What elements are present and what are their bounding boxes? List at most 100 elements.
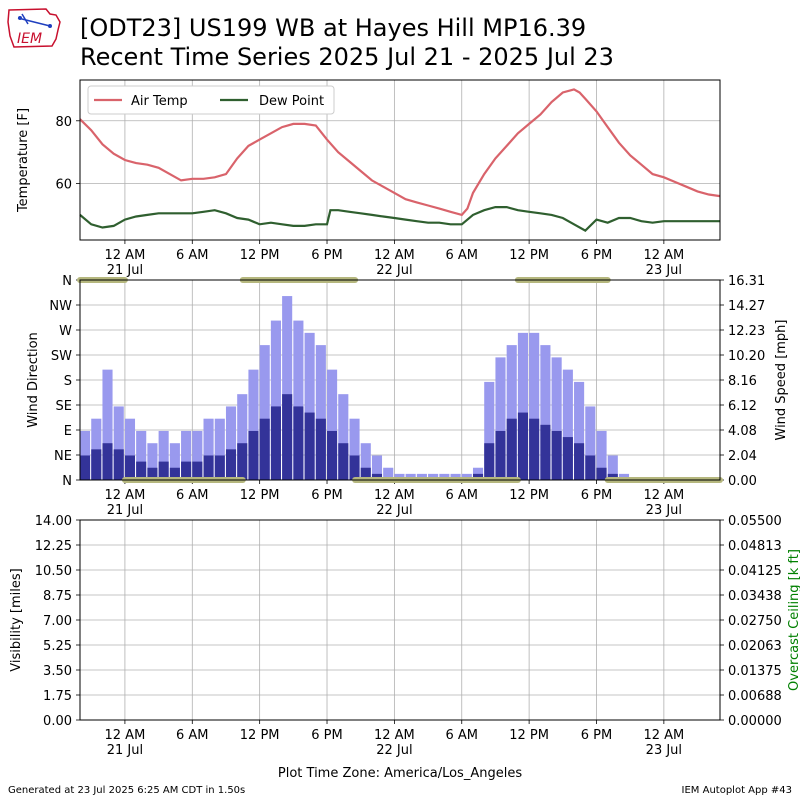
x-tick-label: 6 PM	[581, 728, 612, 743]
y-tick-label-right: 0.04125	[728, 564, 782, 579]
speed-bar	[259, 418, 270, 480]
y-tick-label: SE	[56, 399, 72, 414]
speed-bar	[495, 430, 506, 480]
gust-bar	[371, 455, 383, 480]
y-tick-label: 3.50	[43, 664, 72, 679]
gust-bar	[394, 473, 405, 480]
y-tick-label-right: 0.00	[728, 474, 757, 489]
speed-bar	[169, 467, 180, 480]
speed-bar	[147, 467, 158, 480]
x-date-label: 22 Jul	[376, 263, 412, 278]
x-tick-label: 6 AM	[176, 248, 209, 263]
series-dew-point	[79, 206, 720, 232]
x-date-label: 23 Jul	[646, 503, 682, 518]
x-tick-label: 6 PM	[311, 248, 342, 263]
x-tick-label: 12 AM	[105, 488, 146, 503]
speed-bar	[237, 443, 248, 480]
speed-bar	[124, 455, 136, 480]
x-tick-label: 12 PM	[240, 728, 280, 743]
y-tick-label: 1.75	[43, 689, 72, 704]
y-axis-label: Wind Speed [mph]	[774, 320, 789, 441]
gust-bar	[237, 394, 248, 480]
axes-frame	[79, 79, 721, 241]
speed-bar	[293, 406, 304, 480]
gust-bar	[304, 332, 315, 480]
y-tick-label-right: 12.23	[728, 324, 765, 339]
legend-label: Dew Point	[259, 94, 324, 109]
gust-bar	[147, 443, 158, 480]
x-tick-label: 6 AM	[445, 488, 478, 503]
y-tick-label: S	[64, 374, 72, 389]
x-tick-label: 6 PM	[311, 728, 342, 743]
speed-bar	[80, 455, 91, 480]
gust-bar	[282, 296, 293, 480]
gust-bar	[181, 430, 192, 480]
y-tick-label-right: 0.04813	[728, 539, 782, 554]
y-tick-label: 12.25	[35, 539, 72, 554]
gust-bar	[405, 473, 416, 480]
x-tick-label: 12 AM	[105, 728, 146, 743]
y-tick-label: 7.00	[43, 614, 72, 629]
gust-bar	[248, 369, 259, 480]
speed-bar	[349, 455, 360, 480]
gust-bar	[484, 381, 495, 480]
y-tick-label: 0.00	[43, 714, 72, 729]
gust-bar	[293, 320, 304, 480]
y-tick-label: 80	[55, 115, 72, 130]
speed-bar	[338, 443, 349, 480]
x-tick-label: 6 PM	[581, 248, 612, 263]
y-tick-label: 8.75	[43, 589, 72, 604]
app-footer: IEM Autoplot App #43	[681, 785, 792, 796]
y-tick-label-right: 0.00000	[728, 714, 782, 729]
y-axis-label: Temperature [F]	[16, 108, 31, 213]
x-tick-label: 6 PM	[311, 488, 342, 503]
y-tick-label: N	[62, 274, 72, 289]
speed-bar	[136, 461, 147, 480]
speed-bar	[248, 430, 259, 480]
gust-bar	[136, 430, 147, 480]
speed-bar	[562, 437, 573, 480]
y-tick-label-right: 0.03438	[728, 589, 782, 604]
x-tick-label: 12 PM	[509, 488, 549, 503]
gust-bar	[203, 418, 214, 480]
x-tick-label: 12 AM	[643, 248, 684, 263]
x-tick-label: 6 AM	[445, 248, 478, 263]
gust-bar	[618, 473, 630, 480]
speed-bar	[585, 455, 596, 480]
speed-bar	[91, 449, 102, 480]
gust-bar	[596, 430, 607, 480]
speed-bar	[158, 461, 169, 480]
gust-bar	[158, 430, 169, 480]
y-axis-label: Wind Direction	[26, 332, 41, 428]
speed-bar	[270, 406, 281, 480]
chart-subtitle: Recent Time Series 2025 Jul 21 - 2025 Ju…	[80, 43, 614, 71]
gust-bar	[506, 345, 517, 480]
x-date-label: 22 Jul	[376, 503, 412, 518]
speed-bar	[360, 467, 371, 480]
gust-bar	[360, 443, 371, 480]
x-tick-label: 6 AM	[445, 728, 478, 743]
gust-bar	[540, 345, 551, 480]
gust-bar	[585, 406, 596, 480]
speed-bar	[517, 412, 528, 480]
gust-bar	[517, 332, 528, 480]
y-tick-label: 5.25	[43, 639, 72, 654]
gust-bar	[124, 418, 136, 480]
x-tick-label: 12 PM	[240, 488, 280, 503]
speed-bar	[113, 449, 124, 480]
gust-bar	[270, 320, 281, 480]
speed-bar	[102, 443, 113, 480]
speed-bar	[315, 418, 326, 480]
speed-bar	[596, 467, 607, 480]
x-tick-label: 12 AM	[105, 248, 146, 263]
speed-bar	[529, 418, 540, 480]
x-date-label: 21 Jul	[107, 503, 143, 518]
gust-bar	[439, 473, 450, 480]
y-tick-label-right: 16.31	[728, 274, 765, 289]
axes-frame	[79, 279, 721, 481]
y-tick-label: 14.00	[35, 514, 72, 529]
gust-bar	[428, 473, 439, 480]
x-date-label: 23 Jul	[646, 263, 682, 278]
x-date-label: 23 Jul	[646, 743, 682, 758]
speed-bar	[282, 394, 293, 480]
